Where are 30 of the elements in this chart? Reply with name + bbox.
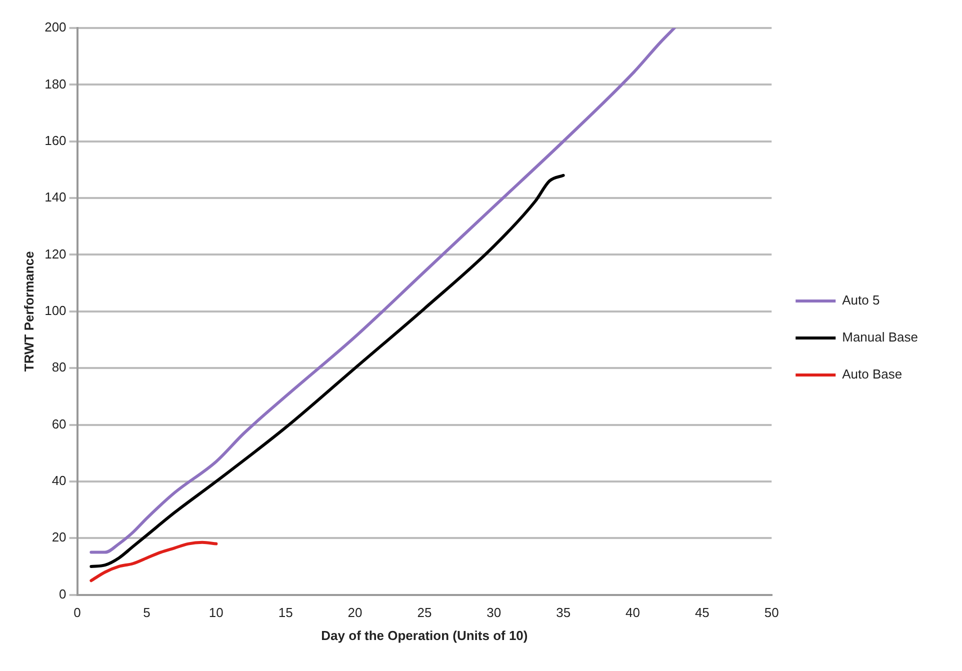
x-tick-label: 20 [348, 605, 362, 620]
line-series [90, 540, 218, 582]
x-tick-label: 15 [278, 605, 293, 620]
y-tick-label: 100 [44, 302, 66, 318]
legend-label: Auto 5 [842, 292, 880, 308]
y-tick-label: 80 [52, 360, 66, 375]
y-tick-label: 200 [44, 20, 66, 35]
y-tick-label: 0 [59, 586, 66, 602]
x-tick-label: 30 [486, 605, 502, 620]
y-axis-title: TRWT Performance [21, 251, 36, 372]
x-tick-label: 25 [417, 605, 432, 620]
x-tick-label: 0 [74, 605, 81, 620]
x-tick-label: 35 [556, 605, 571, 620]
legend-label: Manual Base [842, 330, 918, 345]
x-tick-label: 50 [764, 605, 779, 620]
legend-label: Auto Base [842, 366, 902, 382]
x-axis-title: Day of the Operation (Units of 10) [321, 628, 528, 643]
y-tick-label: 160 [44, 132, 66, 148]
y-tick-label: 140 [44, 190, 66, 205]
y-tick-label: 20 [52, 530, 66, 545]
line-series [90, 174, 565, 568]
x-tick-label: 5 [143, 605, 150, 620]
x-tick-label: 45 [694, 605, 710, 620]
x-tick-label: 40 [626, 605, 640, 620]
x-tick-label: 10 [208, 605, 224, 620]
y-tick-label: 60 [52, 416, 66, 432]
line-series [90, 28, 676, 554]
y-tick-label: 40 [52, 473, 66, 488]
y-tick-label: 180 [44, 76, 66, 92]
y-tick-label: 120 [44, 246, 66, 262]
